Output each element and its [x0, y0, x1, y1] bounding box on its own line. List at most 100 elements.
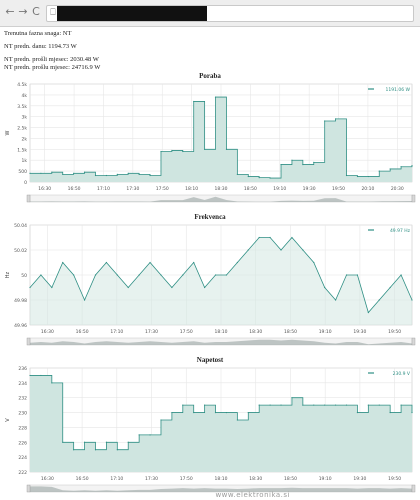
data-point	[313, 261, 315, 264]
x-tick-label: 19:50	[332, 186, 345, 192]
y-tick-label: 224	[18, 455, 27, 461]
reload-icon[interactable]: C	[32, 5, 40, 18]
data-point	[356, 274, 359, 276]
info-line-4: NT predn. prošlu mjesec: 24716.9 W	[4, 64, 101, 71]
data-point	[356, 175, 359, 178]
x-tick-label: 20:10	[361, 186, 374, 192]
data-point	[204, 404, 206, 406]
y-tick-label: 4.5k	[17, 82, 27, 88]
x-tick-label: 17:50	[180, 329, 193, 335]
data-point	[182, 150, 184, 153]
data-point	[345, 404, 348, 406]
y-axis-label: Hz	[5, 271, 11, 278]
data-point	[83, 299, 86, 301]
data-point	[400, 274, 402, 276]
y-tick-label: 3k	[22, 115, 28, 121]
data-point	[302, 163, 304, 166]
data-point	[313, 161, 315, 163]
data-point	[116, 173, 118, 175]
data-point	[214, 411, 217, 414]
series-line	[29, 236, 413, 314]
navigator-handle-right	[411, 337, 416, 346]
data-point	[171, 149, 173, 152]
x-tick-label: 18:10	[215, 329, 228, 335]
data-point	[105, 261, 107, 264]
data-point	[171, 411, 173, 414]
navigator-series	[30, 339, 412, 345]
data-point	[83, 171, 86, 173]
x-tick-label: 18:30	[249, 476, 262, 482]
y-tick-label: 50	[21, 273, 27, 279]
data-point	[29, 374, 31, 377]
x-tick-label: 16:50	[76, 329, 89, 335]
data-point	[94, 449, 97, 451]
data-point	[116, 274, 118, 276]
y-tick-label: 50.04	[14, 223, 27, 229]
navigator-series	[30, 196, 412, 202]
data-point	[204, 148, 206, 150]
data-point	[400, 404, 402, 406]
data-point	[302, 404, 304, 406]
data-point	[73, 449, 75, 451]
y-tick-label: 4k	[22, 93, 28, 99]
data-point	[269, 236, 271, 239]
data-point	[204, 286, 206, 289]
data-point	[236, 261, 238, 264]
data-point	[236, 419, 238, 421]
y-tick-label: 500	[18, 169, 27, 175]
navigator-handle-left	[26, 194, 31, 203]
y-tick-label: 49.98	[14, 298, 27, 304]
series-area	[30, 237, 412, 325]
series-area	[30, 97, 412, 182]
y-tick-label: 2.5k	[17, 126, 27, 132]
data-point	[214, 274, 217, 276]
data-point	[378, 299, 380, 301]
y-tick-label: 50.02	[14, 248, 27, 254]
page-icon: ⎕	[50, 8, 56, 18]
x-tick-label: 17:10	[97, 186, 110, 192]
data-point	[345, 174, 348, 177]
data-point	[247, 175, 249, 178]
series-area	[30, 375, 412, 472]
navigator-handle-left	[26, 484, 31, 493]
data-point	[193, 411, 195, 414]
x-tick-label: 18:30	[215, 186, 228, 192]
data-point	[258, 236, 260, 239]
x-tick-label: 16:30	[38, 186, 51, 192]
chart-frekvenca: 49.96 49.98 50 50.02 50.04 16:30 16:50 17:10 17:…	[5, 223, 416, 346]
data-point	[269, 404, 271, 406]
data-point	[29, 286, 31, 289]
x-tick-label: 18:30	[249, 329, 262, 335]
data-point	[149, 434, 151, 436]
data-point	[73, 274, 75, 276]
data-point	[367, 175, 369, 178]
data-point	[411, 299, 413, 301]
chart-napetost: 222 224 226 228 230 232 234 236 16:30 16:50 17:10 1…	[5, 366, 416, 493]
address-bar[interactable]: ⎕	[46, 5, 414, 22]
data-point	[269, 177, 271, 179]
data-point	[40, 172, 42, 174]
data-point	[411, 411, 413, 414]
data-point	[225, 411, 228, 414]
series-line	[30, 96, 413, 179]
data-point	[116, 449, 118, 451]
data-point	[62, 173, 64, 175]
data-point	[302, 249, 304, 251]
forward-icon[interactable]: →	[18, 5, 28, 18]
info-line-2: NT predn. danu: 1194.73 W	[4, 43, 77, 50]
navigator-handle-right	[411, 194, 416, 203]
legend-label: 1191.06 W	[386, 87, 411, 93]
data-point	[313, 404, 315, 406]
x-tick-label: 17:10	[110, 329, 123, 335]
data-point	[138, 274, 140, 276]
data-point	[182, 404, 184, 406]
back-icon[interactable]: ←	[5, 5, 15, 18]
data-point	[324, 286, 326, 289]
data-point	[324, 120, 326, 122]
data-point	[127, 172, 129, 174]
data-point	[160, 419, 162, 421]
redacted-url	[57, 6, 207, 21]
x-tick-label: 17:50	[156, 186, 169, 192]
x-tick-label: 18:10	[215, 476, 228, 482]
data-point	[51, 286, 53, 289]
